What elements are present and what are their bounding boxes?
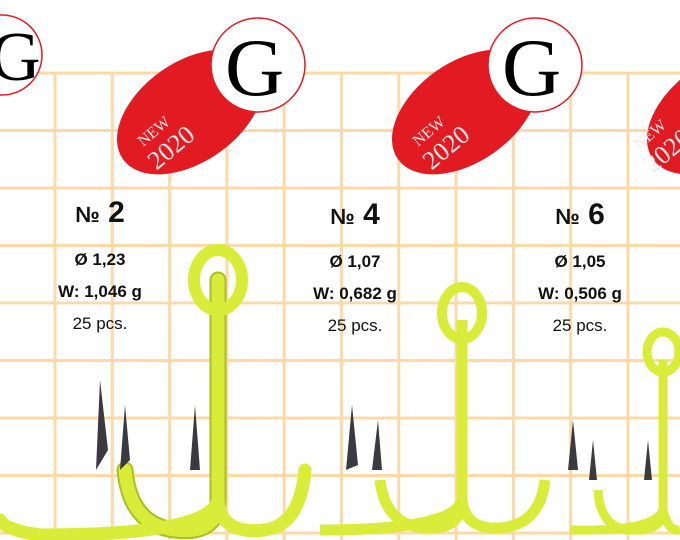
hook-number: № 4 [255,198,455,234]
diameter: Ø 1,05 [554,252,606,271]
badge-new-2020-1: G NEW 2020 [116,17,306,175]
product-spec-6: № 6 Ø 1,05 W: 0,506 g 25 pcs. [480,198,680,342]
logo-g: G [502,22,561,113]
weight: W: 1,046 g [58,282,142,301]
hook-number: № 6 [480,198,680,234]
product-spec-4: № 4 Ø 1,07 W: 0,682 g 25 pcs. [255,198,455,342]
pieces: 25 pcs. [72,314,128,333]
badge-new-2020-2: G NEW 2020 [391,17,583,175]
weight: W: 0,506 g [538,284,622,303]
pieces: 25 pcs. [552,316,608,335]
number-symbol: № [75,202,100,227]
hook-number: № 2 [0,196,200,232]
logo-g: G [0,19,41,96]
badge-left: G [0,14,43,96]
hook-points [96,380,652,480]
product-spec-2: № 2 Ø 1,23 W: 1,046 g 25 pcs. [0,196,200,340]
hook-small [569,327,680,535]
weight: W: 0,682 g [313,284,397,303]
diameter: Ø 1,07 [329,252,381,271]
hook-medium [319,282,551,536]
number-symbol: № [555,204,580,229]
badge-new-2020-3: NEW 2020 [631,49,680,179]
logo-g: G [225,22,284,113]
number-symbol: № [330,204,355,229]
hook-large [0,244,312,540]
number-value: 2 [108,196,125,229]
number-value: 4 [363,198,380,231]
diameter: Ø 1,23 [74,250,126,269]
pieces: 25 pcs. [327,316,383,335]
number-value: 6 [588,198,605,231]
